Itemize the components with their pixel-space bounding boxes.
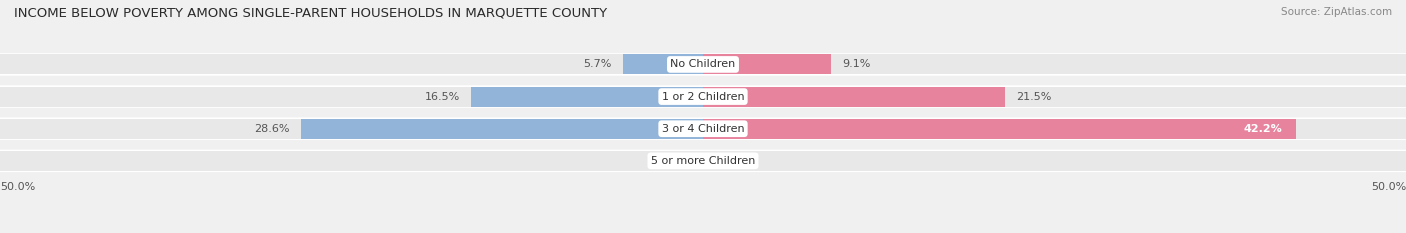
Bar	[0, 151, 703, 171]
Text: Source: ZipAtlas.com: Source: ZipAtlas.com	[1281, 7, 1392, 17]
Bar	[703, 55, 1406, 74]
Bar	[0, 55, 703, 74]
Text: 1 or 2 Children: 1 or 2 Children	[662, 92, 744, 102]
Text: 5.7%: 5.7%	[583, 59, 612, 69]
Text: 50.0%: 50.0%	[1371, 182, 1406, 192]
Bar	[623, 55, 703, 74]
FancyBboxPatch shape	[0, 117, 1406, 140]
Text: No Children: No Children	[671, 59, 735, 69]
FancyBboxPatch shape	[0, 85, 1406, 108]
Legend: Single Father, Single Mother: Single Father, Single Mother	[600, 230, 806, 233]
Bar	[703, 55, 831, 74]
Text: 28.6%: 28.6%	[254, 124, 290, 134]
Text: 0.0%: 0.0%	[714, 156, 742, 166]
Text: 21.5%: 21.5%	[1017, 92, 1052, 102]
Text: 50.0%: 50.0%	[0, 182, 35, 192]
Bar	[703, 151, 1406, 171]
FancyBboxPatch shape	[0, 150, 1406, 172]
Bar	[703, 119, 1406, 139]
Bar	[301, 119, 703, 139]
FancyBboxPatch shape	[0, 53, 1406, 76]
Text: 3 or 4 Children: 3 or 4 Children	[662, 124, 744, 134]
Bar	[0, 87, 703, 106]
Bar	[703, 87, 1406, 106]
Bar	[703, 119, 1296, 139]
Bar	[471, 87, 703, 106]
Text: 5 or more Children: 5 or more Children	[651, 156, 755, 166]
Bar	[703, 87, 1005, 106]
Text: INCOME BELOW POVERTY AMONG SINGLE-PARENT HOUSEHOLDS IN MARQUETTE COUNTY: INCOME BELOW POVERTY AMONG SINGLE-PARENT…	[14, 7, 607, 20]
Text: 16.5%: 16.5%	[425, 92, 460, 102]
Text: 42.2%: 42.2%	[1243, 124, 1282, 134]
Text: 9.1%: 9.1%	[842, 59, 870, 69]
Bar	[0, 119, 703, 139]
Text: 0.0%: 0.0%	[664, 156, 692, 166]
